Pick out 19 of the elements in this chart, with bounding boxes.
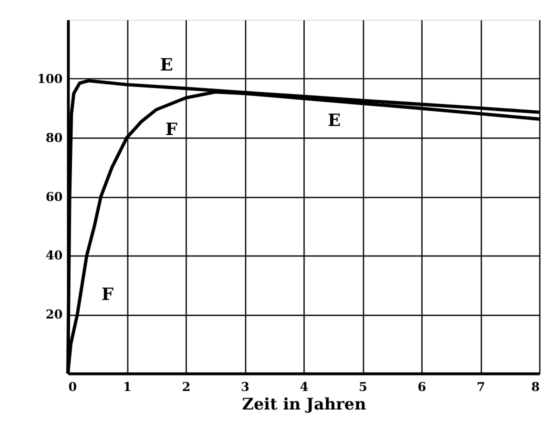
x-tick-label: 8 bbox=[531, 378, 540, 394]
text: F bbox=[101, 284, 114, 305]
x-tick-label: 6 bbox=[418, 378, 426, 394]
x-tick-label: 3 bbox=[240, 378, 250, 394]
series-label: F bbox=[165, 120, 178, 140]
x-tick-label: 1 bbox=[123, 378, 132, 394]
x-tick-label: 0 bbox=[68, 378, 77, 394]
y-tick-label: 40 bbox=[46, 248, 63, 263]
series-label: E bbox=[160, 55, 173, 76]
x-tick-label: 7 bbox=[476, 378, 486, 394]
y-tick-label: 20 bbox=[46, 306, 63, 322]
y-tick-label: 80 bbox=[46, 130, 63, 145]
text: E bbox=[328, 110, 341, 131]
x-tick-label: 5 bbox=[358, 378, 368, 394]
x-tick-label: 4 bbox=[300, 378, 309, 394]
y-tick-label: 60 bbox=[46, 188, 63, 204]
y-tick-label: 100 bbox=[37, 70, 63, 86]
x-axis-title: Zeit in Jahren bbox=[242, 394, 366, 414]
x-tick-label: 2 bbox=[182, 378, 190, 394]
